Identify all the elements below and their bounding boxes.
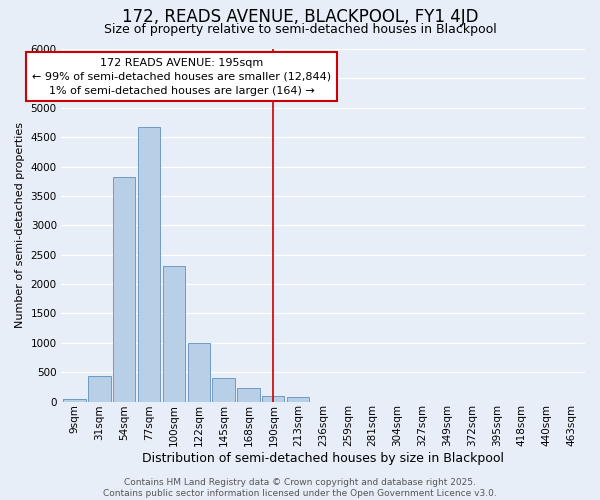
Bar: [88, 376, 110, 402]
Bar: [262, 396, 284, 402]
Text: Size of property relative to semi-detached houses in Blackpool: Size of property relative to semi-detach…: [104, 22, 496, 36]
Text: Contains HM Land Registry data © Crown copyright and database right 2025.
Contai: Contains HM Land Registry data © Crown c…: [103, 478, 497, 498]
X-axis label: Distribution of semi-detached houses by size in Blackpool: Distribution of semi-detached houses by …: [142, 452, 504, 465]
Bar: [238, 388, 260, 402]
Text: 172 READS AVENUE: 195sqm
← 99% of semi-detached houses are smaller (12,844)
1% o: 172 READS AVENUE: 195sqm ← 99% of semi-d…: [32, 58, 331, 96]
Text: 172, READS AVENUE, BLACKPOOL, FY1 4JD: 172, READS AVENUE, BLACKPOOL, FY1 4JD: [122, 8, 478, 26]
Bar: [188, 343, 210, 402]
Bar: [287, 398, 310, 402]
Bar: [64, 398, 86, 402]
Y-axis label: Number of semi-detached properties: Number of semi-detached properties: [15, 122, 25, 328]
Bar: [212, 378, 235, 402]
Bar: [138, 126, 160, 402]
Bar: [113, 177, 136, 402]
Bar: [163, 266, 185, 402]
